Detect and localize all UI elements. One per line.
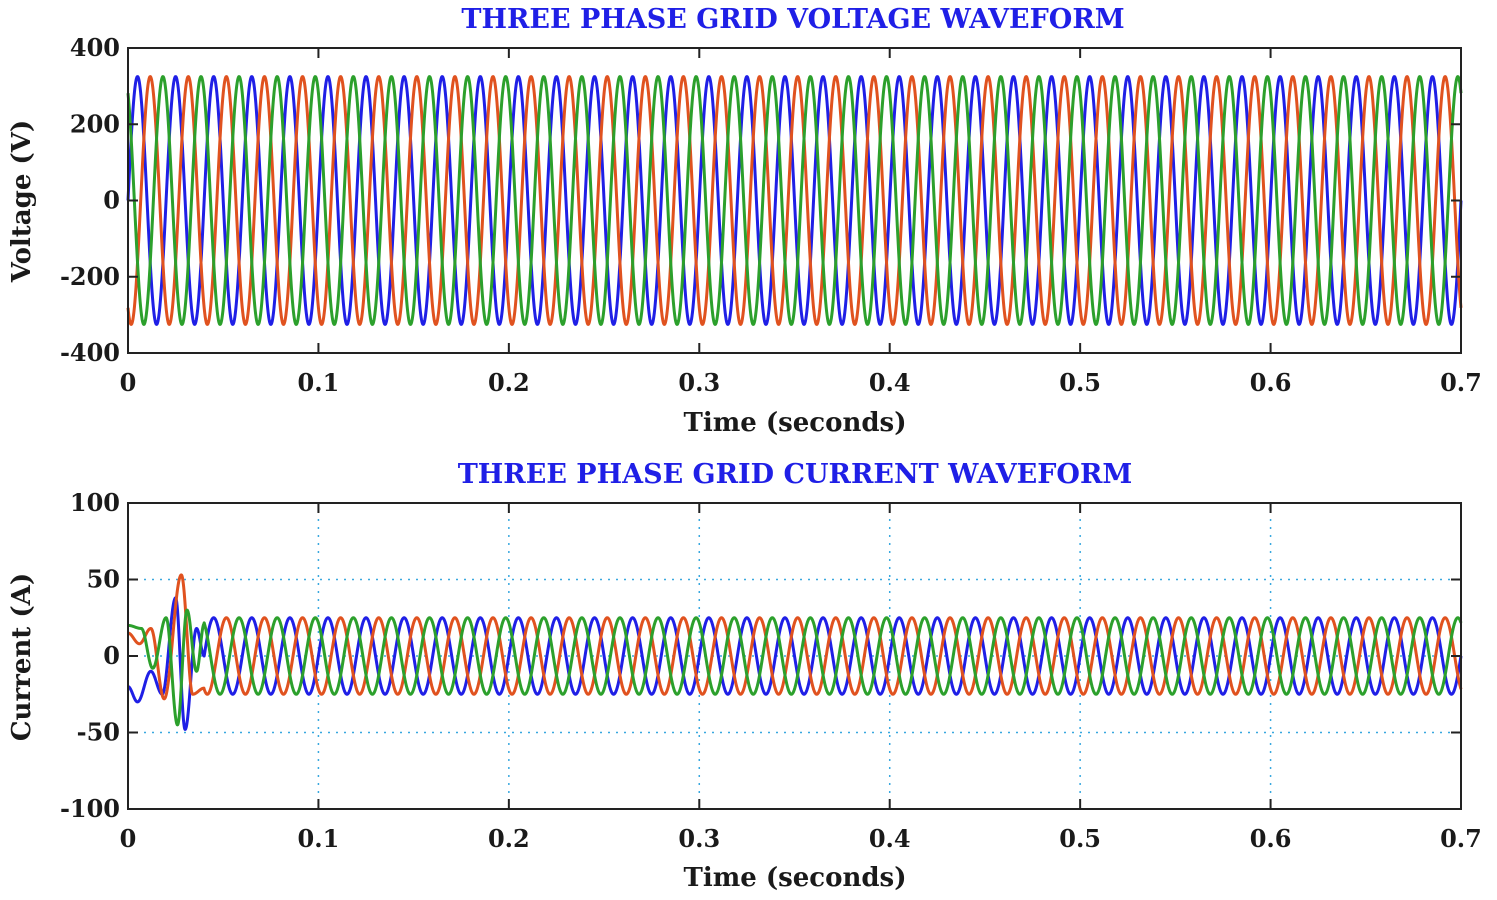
current-plot-ytick-label-3: 50 — [87, 565, 120, 594]
current-plot-xtick-label-2: 0.2 — [488, 824, 530, 853]
voltage-plot-ytick-label-1: -200 — [60, 262, 120, 291]
voltage-plot-series-line-2 — [126, 75, 1463, 326]
current-plot-xtick-label-7: 0.7 — [1440, 824, 1482, 853]
current-plot-xticks: 0 0.1 0.2 0.3 0.4 0.5 0.6 0.7 — [120, 503, 1482, 853]
voltage-plot-xlabel: Time (seconds) — [683, 408, 906, 438]
current-plot-series-line-2 — [126, 608, 1463, 727]
voltage-plot-yticks: -400 -200 0 200 400 — [60, 33, 1461, 367]
voltage-plot-xtick-label-5: 0.5 — [1059, 368, 1101, 397]
current-plot-ytick-label-4: 100 — [70, 488, 120, 517]
voltage-plot-xtick-label-3: 0.3 — [678, 368, 720, 397]
current-plot-series-line-1 — [126, 573, 1463, 701]
current-plot-xtick-label-1: 0.1 — [298, 824, 340, 853]
current-plot: THREE PHASE GRID CURRENT WAVEFORM Curren… — [7, 459, 1482, 893]
voltage-plot-xtick-label-1: 0.1 — [298, 368, 340, 397]
current-plot-ytick-label-0: -100 — [60, 794, 120, 823]
current-plot-ytick-label-1: -50 — [77, 718, 120, 747]
current-plot-xtick-label-5: 0.5 — [1059, 824, 1101, 853]
voltage-plot-ytick-label-0: -400 — [60, 338, 120, 367]
voltage-plot-xtick-label-4: 0.4 — [869, 368, 911, 397]
voltage-plot-xtick-label-6: 0.6 — [1250, 368, 1292, 397]
current-plot-ylabel: Current (A) — [7, 573, 37, 741]
voltage-plot-ytick-label-3: 200 — [70, 109, 120, 138]
voltage-plot-frame — [127, 47, 1462, 354]
voltage-plot-series-line-0 — [126, 75, 1463, 326]
voltage-plot-xtick-label-2: 0.2 — [488, 368, 530, 397]
voltage-plot-xtick-label-7: 0.7 — [1440, 368, 1482, 397]
current-plot-title: THREE PHASE GRID CURRENT WAVEFORM — [458, 459, 1133, 490]
current-plot-series — [126, 573, 1463, 731]
current-plot-frame — [127, 502, 1462, 810]
voltage-plot-xtick-label-0: 0 — [120, 368, 137, 397]
voltage-plot-title: THREE PHASE GRID VOLTAGE WAVEFORM — [461, 4, 1124, 35]
current-plot-xtick-label-6: 0.6 — [1250, 824, 1292, 853]
voltage-plot: THREE PHASE GRID VOLTAGE WAVEFORM Voltag… — [7, 4, 1482, 438]
current-plot-xtick-label-0: 0 — [120, 824, 137, 853]
current-plot-xtick-label-4: 0.4 — [869, 824, 911, 853]
voltage-plot-series-line-1 — [126, 75, 1463, 326]
voltage-plot-ytick-label-2: 0 — [103, 186, 120, 215]
current-plot-ytick-label-2: 0 — [103, 641, 120, 670]
current-plot-xtick-label-3: 0.3 — [678, 824, 720, 853]
current-plot-xlabel: Time (seconds) — [683, 863, 906, 893]
voltage-plot-ytick-label-4: 400 — [70, 33, 120, 62]
current-plot-series-line-0 — [126, 596, 1463, 731]
voltage-plot-ylabel: Voltage (V) — [7, 120, 37, 283]
current-plot-yticks: -100 -50 0 50 100 — [60, 488, 1461, 823]
voltage-plot-series — [126, 75, 1463, 326]
